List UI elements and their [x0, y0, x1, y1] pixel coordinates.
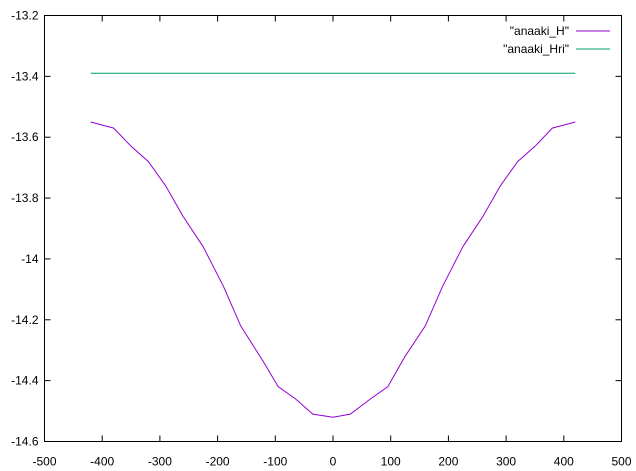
y-tick-label: -14.4	[11, 374, 39, 388]
x-tick-label: -400	[90, 455, 114, 469]
y-tick-label: -13.2	[11, 9, 39, 23]
y-tick-label: -13.8	[11, 191, 39, 205]
plot-frame	[44, 15, 622, 442]
x-tick-label: -100	[263, 455, 287, 469]
y-tick-labels: -13.2 -13.4 -13.6 -13.8 -14 -14.2 -14.4 -14.6	[11, 9, 39, 449]
x-tick-label: 300	[496, 455, 516, 469]
legend-label: "anaaki_Hri"	[503, 42, 569, 56]
legend: "anaaki_H" "anaaki_Hri"	[503, 24, 610, 56]
x-tick-label: 0	[330, 455, 337, 469]
y-tick-label: -13.6	[11, 130, 39, 144]
series-line-0	[90, 121, 576, 418]
x-tick-label: 200	[438, 455, 458, 469]
x-tick-label: 400	[554, 455, 574, 469]
x-tick-label: 500	[611, 455, 631, 469]
y-tick-label: -13.4	[11, 69, 39, 83]
x-tick-label: 100	[381, 455, 401, 469]
y-tick-label: -14.2	[11, 313, 39, 327]
y-tick-label: -14	[21, 252, 39, 266]
y-tick-label: -14.6	[11, 435, 39, 449]
series-lines	[90, 72, 576, 418]
x-tick-label: -200	[206, 455, 230, 469]
x-tick-label: -300	[148, 455, 172, 469]
x-tick-label: -500	[32, 455, 56, 469]
legend-label: "anaaki_H"	[510, 24, 569, 38]
axis-ticks	[44, 15, 622, 442]
x-tick-labels: -500 -400 -300 -200 -100 0 100 200 300 400 500	[32, 455, 631, 469]
